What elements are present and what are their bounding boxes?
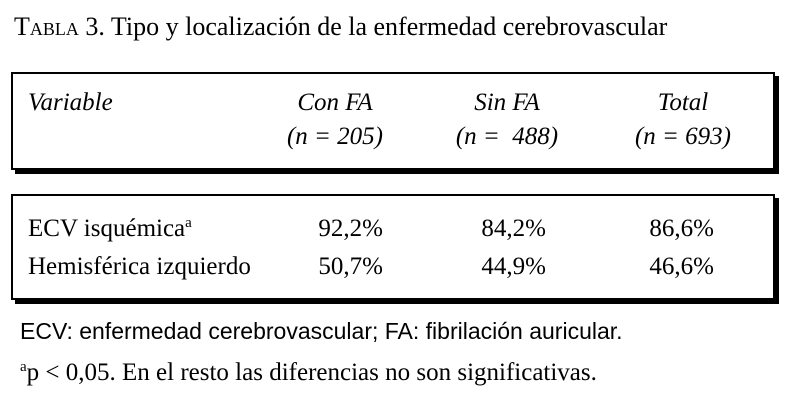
- column-header: Total: [657, 89, 709, 116]
- footnote: ECV: enfermedad cerebrovascular; FA: fib…: [20, 318, 623, 344]
- column-subheader: (n = 205): [286, 123, 384, 150]
- cell: 46,6%: [649, 253, 714, 280]
- header-box: [11, 72, 775, 170]
- footnote-text: p < 0,05. En el resto las diferencias no…: [26, 359, 597, 386]
- table-caption: Tipo y localización de la enfermedad cer…: [110, 12, 668, 41]
- footnote-mark: a: [20, 359, 27, 375]
- table-title: Tabla 3. Tipo y localización de la enfer…: [14, 14, 667, 40]
- row-label: Hemisférica izquierdo: [28, 253, 251, 280]
- table-number: Tabla 3.: [14, 12, 105, 41]
- row-label-text: ECV isquémica: [28, 215, 186, 242]
- cell: 86,6%: [649, 215, 714, 242]
- column-subheader: (n = 488): [455, 123, 559, 150]
- cell: 44,9%: [481, 253, 546, 280]
- cell: 50,7%: [318, 253, 383, 280]
- column-header: Sin FA: [474, 89, 540, 116]
- cell: 92,2%: [318, 215, 383, 242]
- footnote: ap < 0,05. En el resto las diferencias n…: [20, 359, 597, 386]
- column-header: Con FA: [297, 89, 373, 116]
- column-header: Variable: [28, 89, 113, 116]
- body-box: [11, 194, 775, 300]
- column-subheader: (n = 693): [634, 123, 732, 150]
- footnote-mark: a: [185, 215, 192, 231]
- cell: 84,2%: [481, 215, 546, 242]
- row-label: ECV isquémicaa: [28, 215, 192, 242]
